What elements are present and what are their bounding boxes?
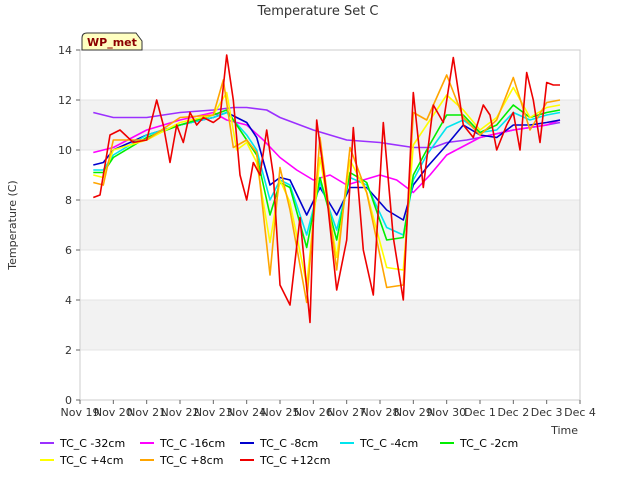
x-tick-label: Dec 1 [464, 406, 496, 419]
legend-label: TC_C -32cm [59, 437, 125, 450]
legend-label: TC_C -4cm [359, 437, 418, 450]
y-tick-labels: 0 2 4 6 8 10 12 14 [58, 44, 80, 407]
x-tick-label: Nov 22 [161, 406, 200, 419]
y-tick-label: 4 [65, 294, 72, 307]
x-tick-label: Dec 3 [531, 406, 563, 419]
x-tick-label: Nov 27 [327, 406, 366, 419]
plot-frame [79, 49, 581, 401]
series-line [93, 111, 561, 194]
y-tick-label: 2 [65, 344, 72, 357]
x-tick-label: Nov 24 [227, 406, 266, 419]
x-tick-label: Nov 20 [94, 406, 133, 419]
legend-label: TC_C -2cm [459, 437, 518, 450]
x-tick-label: Nov 26 [294, 406, 333, 419]
legend-label: TC_C +4cm [59, 454, 123, 467]
station-badge: WP_met [81, 32, 143, 51]
x-tick-label: Dec 4 [564, 406, 596, 419]
legend-label: TC_C +8cm [159, 454, 223, 467]
series-line [93, 54, 560, 324]
y-tick-label: 8 [65, 194, 72, 207]
y-tick-label: 12 [58, 94, 72, 107]
chart-title: Temperature Set C [256, 4, 378, 19]
badge-label: WP_met [87, 36, 137, 49]
x-tick-label: Nov 29 [394, 406, 433, 419]
x-tick-label: Nov 19 [61, 406, 100, 419]
legend: TC_C -32cm TC_C -16cm TC_C -8cm TC_C -4cm TC… [40, 437, 518, 467]
x-tick-label: Nov 21 [127, 406, 166, 419]
x-tick-label: Nov 25 [261, 406, 300, 419]
series-line [93, 111, 561, 236]
x-tick-label: Dec 2 [497, 406, 529, 419]
y-tick-label: 0 [65, 394, 72, 407]
y-tick-label: 14 [58, 44, 72, 57]
legend-label: TC_C -8cm [259, 437, 318, 450]
badge-shape [81, 32, 143, 51]
x-axis-label: Time [550, 424, 578, 437]
y-tick-label: 6 [65, 244, 72, 257]
x-tick-label: Nov 23 [194, 406, 233, 419]
x-tick-label: Nov 30 [427, 406, 466, 419]
legend-label: TC_C -16cm [159, 437, 225, 450]
y-axis-label: Temperature (C) [6, 180, 19, 270]
x-tick-label: Nov 28 [361, 406, 400, 419]
grid-band [80, 300, 580, 350]
plot-area [93, 54, 561, 324]
legend-label: TC_C +12cm [259, 454, 330, 467]
y-tick-label: 10 [58, 144, 72, 157]
